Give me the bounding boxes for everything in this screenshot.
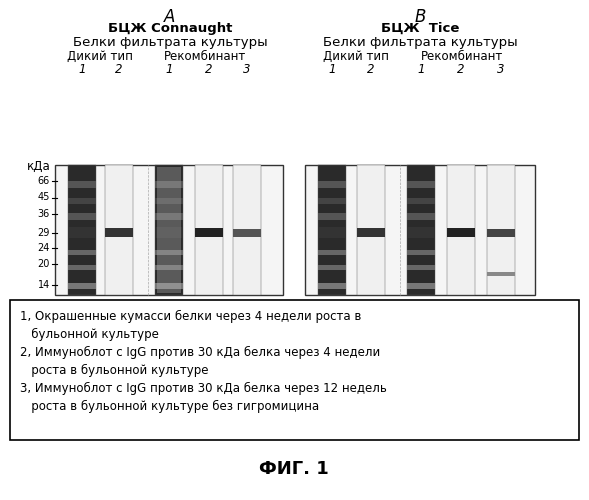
Text: 1: 1	[417, 63, 425, 76]
Text: 2: 2	[457, 63, 465, 76]
Text: бульонной культуре: бульонной культуре	[20, 328, 159, 341]
Bar	[55, 165, 283, 295]
Text: 2: 2	[205, 63, 213, 76]
Text: 1: 1	[78, 63, 86, 76]
Text: 3: 3	[497, 63, 505, 76]
Bar	[407, 284, 435, 288]
Bar	[487, 228, 515, 236]
Bar	[155, 250, 183, 254]
Bar	[357, 165, 385, 295]
Bar	[407, 265, 435, 270]
Text: 3: 3	[243, 63, 251, 76]
Bar	[155, 198, 183, 204]
Bar	[105, 228, 133, 236]
Bar	[155, 228, 183, 238]
Bar	[155, 284, 183, 288]
Bar	[318, 165, 346, 295]
Bar	[318, 250, 346, 254]
Text: В: В	[414, 8, 426, 26]
Bar	[318, 213, 346, 220]
Bar	[407, 250, 435, 254]
Bar	[318, 198, 346, 204]
Bar	[318, 228, 346, 238]
Bar	[155, 213, 183, 220]
Bar	[68, 180, 96, 188]
Bar	[407, 213, 435, 220]
Bar	[407, 198, 435, 204]
Text: 1: 1	[166, 63, 173, 76]
Bar	[155, 180, 183, 188]
Bar	[155, 265, 183, 270]
Text: 2: 2	[368, 63, 375, 76]
Bar	[447, 228, 475, 236]
Text: БЦЖ  Tice: БЦЖ Tice	[381, 22, 459, 35]
Text: роста в бульонной культуре без гигромицина: роста в бульонной культуре без гигромици…	[20, 400, 319, 413]
Bar	[68, 250, 96, 254]
Text: А: А	[164, 8, 176, 26]
Text: кДа: кДа	[27, 160, 51, 173]
Bar	[318, 265, 346, 270]
Text: 24: 24	[38, 243, 50, 253]
Bar	[233, 165, 261, 295]
Text: ФИГ. 1: ФИГ. 1	[259, 460, 329, 478]
Text: 14: 14	[38, 280, 50, 289]
Bar	[68, 198, 96, 204]
Bar	[195, 165, 223, 295]
Bar	[68, 165, 96, 295]
Bar	[447, 165, 475, 295]
Bar	[305, 165, 535, 295]
Bar	[68, 213, 96, 220]
Text: БЦЖ Connaught: БЦЖ Connaught	[108, 22, 232, 35]
Text: 20: 20	[38, 259, 50, 269]
Bar	[233, 228, 261, 236]
Text: 1: 1	[328, 63, 336, 76]
Text: 3, Иммуноблот с IgG против 30 кДа белка через 12 недель: 3, Иммуноблот с IgG против 30 кДа белка …	[20, 382, 387, 395]
Bar	[357, 228, 385, 236]
Text: 36: 36	[38, 210, 50, 220]
Bar	[318, 284, 346, 288]
Bar	[487, 165, 515, 295]
Bar	[68, 265, 96, 270]
Text: роста в бульонной культуре: роста в бульонной культуре	[20, 364, 209, 377]
Text: Дикий тип: Дикий тип	[67, 50, 133, 63]
Text: 45: 45	[38, 192, 50, 202]
Text: Рекомбинант: Рекомбинант	[164, 50, 246, 63]
Bar	[68, 284, 96, 288]
Text: 29: 29	[38, 228, 50, 237]
Text: Белки фильтрата культуры: Белки фильтрата культуры	[323, 36, 517, 49]
Bar	[487, 272, 515, 276]
Text: 1, Окрашенные кумасси белки через 4 недели роста в: 1, Окрашенные кумасси белки через 4 неде…	[20, 310, 362, 323]
Bar	[157, 167, 181, 293]
Bar	[407, 180, 435, 188]
Text: 2, Иммуноблот с IgG против 30 кДа белка через 4 недели: 2, Иммуноблот с IgG против 30 кДа белка …	[20, 346, 380, 359]
Bar	[407, 228, 435, 238]
Bar	[195, 228, 223, 236]
Bar	[155, 165, 183, 295]
Bar	[318, 180, 346, 188]
Bar	[68, 228, 96, 238]
Text: 66: 66	[38, 176, 50, 186]
Bar	[10, 300, 579, 440]
Bar	[105, 165, 133, 295]
Bar	[407, 165, 435, 295]
Text: 2: 2	[115, 63, 123, 76]
Text: Белки фильтрата культуры: Белки фильтрата культуры	[72, 36, 267, 49]
Text: Рекомбинант: Рекомбинант	[421, 50, 503, 63]
Text: Дикий тип: Дикий тип	[323, 50, 389, 63]
